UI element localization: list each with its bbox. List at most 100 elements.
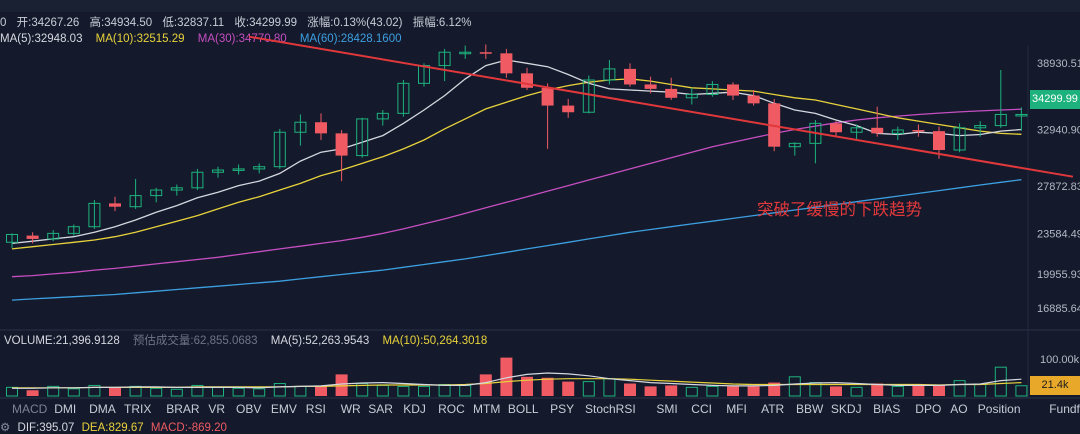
chart-annotation: 突破了缓慢的下跌趋势 <box>757 200 922 219</box>
candle-body <box>747 95 760 104</box>
volume-bar <box>953 380 966 397</box>
indicator-tab-psy[interactable]: PSY <box>550 402 575 416</box>
ma60-legend: MA(60):28428.1600 <box>299 33 402 45</box>
volume-legend: VOLUME:21,396.9128 预估成交量:62,855.0683 MA(… <box>4 332 497 348</box>
volume-bar <box>294 385 307 397</box>
macd-settings-icon[interactable]: ⚙ <box>0 422 11 434</box>
volume-bar <box>397 385 410 397</box>
macd-value: MACD:-869.20 <box>150 422 227 434</box>
indicator-tab-trix[interactable]: TRIX <box>124 402 152 416</box>
ma30-legend: MA(30):34770.80 <box>197 33 287 45</box>
indicator-tab-roc[interactable]: ROC <box>438 402 465 416</box>
indicator-tab-mtm[interactable]: MTM <box>473 402 501 416</box>
volume-ma5: MA(5):52,263.9543 <box>270 335 370 347</box>
volume-bar <box>170 388 183 397</box>
close-label: 收: <box>234 17 250 29</box>
indicator-tab-mfi[interactable]: MFI <box>726 402 747 416</box>
volume-bar <box>644 386 657 396</box>
indicator-tab-stochrsi[interactable]: StochRSI <box>585 402 636 416</box>
volume-bar <box>1015 385 1028 397</box>
candle-body <box>356 118 369 157</box>
ma5-legend: MA(5):32948.03 <box>0 33 83 45</box>
volume-bar <box>624 383 636 396</box>
y-tick-label: 19955.93 <box>1037 269 1080 281</box>
volume-value: VOLUME:21,396.9128 <box>4 335 120 347</box>
indicator-tab-emv[interactable]: EMV <box>270 402 297 416</box>
volume-bar <box>26 390 39 396</box>
indicator-tab-smi[interactable]: SMI <box>656 402 678 416</box>
candle-body <box>912 130 925 132</box>
volume-ma10-line <box>12 378 1022 389</box>
volume-ma5-line <box>12 372 1022 389</box>
volume-bar <box>150 387 163 397</box>
candle-body <box>665 88 678 98</box>
dif-value: DIF:395.07 <box>17 422 75 434</box>
volume-bar <box>521 376 533 396</box>
volume-bar <box>459 384 472 397</box>
indicator-tab-ao[interactable]: AO <box>950 402 968 416</box>
indicator-tab-vr[interactable]: VR <box>208 402 226 416</box>
indicator-tab-macd[interactable]: MACD <box>12 402 48 416</box>
indicator-tab-kdj[interactable]: KDJ <box>403 402 426 416</box>
volume-bar <box>418 385 430 397</box>
candle-body <box>232 168 245 171</box>
candle-body <box>603 68 616 81</box>
volume-bar <box>109 387 121 396</box>
indicator-tab-rsi[interactable]: RSI <box>305 402 326 416</box>
y-tick-label: 32940.90 <box>1037 125 1080 137</box>
change-value: 0.13%(43.02) <box>333 17 403 29</box>
ohlc-prefix: 0 <box>0 17 7 29</box>
volume-bar <box>912 384 925 396</box>
indicator-tab-obv[interactable]: OBV <box>236 402 262 416</box>
last-price-tag: 34299.99 <box>1030 90 1080 109</box>
high-label: 高: <box>89 17 105 29</box>
candle-body <box>685 93 698 99</box>
candle-body <box>397 82 410 114</box>
candle-body <box>67 226 80 234</box>
indicator-tab-skdj[interactable]: SKDJ <box>830 402 862 416</box>
volume-bar <box>273 383 286 397</box>
candle-body <box>294 121 307 133</box>
indicator-tab-bias[interactable]: BIAS <box>873 402 901 416</box>
volume-bar <box>191 384 204 397</box>
candle-body <box>88 202 101 228</box>
candle-body <box>541 87 554 106</box>
amplitude-value: 6.12% <box>438 17 472 29</box>
indicator-tab-fundflow[interactable]: Fundflow <box>1049 402 1080 416</box>
candle-body <box>727 84 739 96</box>
volume-bar <box>500 357 513 396</box>
volume-bar <box>47 385 60 397</box>
ma10-series-line <box>11 78 1022 250</box>
candle-body <box>459 51 472 55</box>
downtrend-line[interactable] <box>248 35 1074 178</box>
candle-body <box>891 129 904 134</box>
indicator-tab-brar[interactable]: BRAR <box>166 402 200 416</box>
top-toolbar <box>0 0 1080 12</box>
indicator-tab-sar[interactable]: SAR <box>368 402 393 416</box>
candle-body <box>974 125 987 129</box>
indicator-tab-dmi[interactable]: DMI <box>54 402 77 416</box>
volume-bar <box>747 386 760 396</box>
indicator-tab-dma[interactable]: DMA <box>89 402 116 416</box>
candle-body <box>562 105 575 113</box>
indicator-tab-bbw[interactable]: BBW <box>796 402 824 416</box>
indicator-tab-cci[interactable]: CCI <box>691 402 712 416</box>
volume-axis-tick: 100.00k <box>1040 354 1080 366</box>
indicator-tab-dpo[interactable]: DPO <box>915 402 942 416</box>
indicator-tab-boll[interactable]: BOLL <box>507 402 539 416</box>
volume-bar <box>850 386 863 397</box>
indicator-tab-position[interactable]: Position <box>977 402 1021 416</box>
indicator-tab-wr[interactable]: WR <box>340 402 361 416</box>
indicator-tab-atr[interactable]: ATR <box>761 402 785 416</box>
volume-bar <box>335 374 348 396</box>
volume-bar <box>315 386 327 396</box>
estimated-volume: 预估成交量:62,855.0683 <box>132 335 258 347</box>
amplitude-label: 振幅: <box>412 17 439 29</box>
volume-bar <box>830 386 842 396</box>
candle-body <box>788 142 801 148</box>
candle-body <box>129 195 142 208</box>
volume-bar <box>685 386 698 397</box>
volume-bar <box>871 383 884 396</box>
volume-bar <box>665 385 678 396</box>
